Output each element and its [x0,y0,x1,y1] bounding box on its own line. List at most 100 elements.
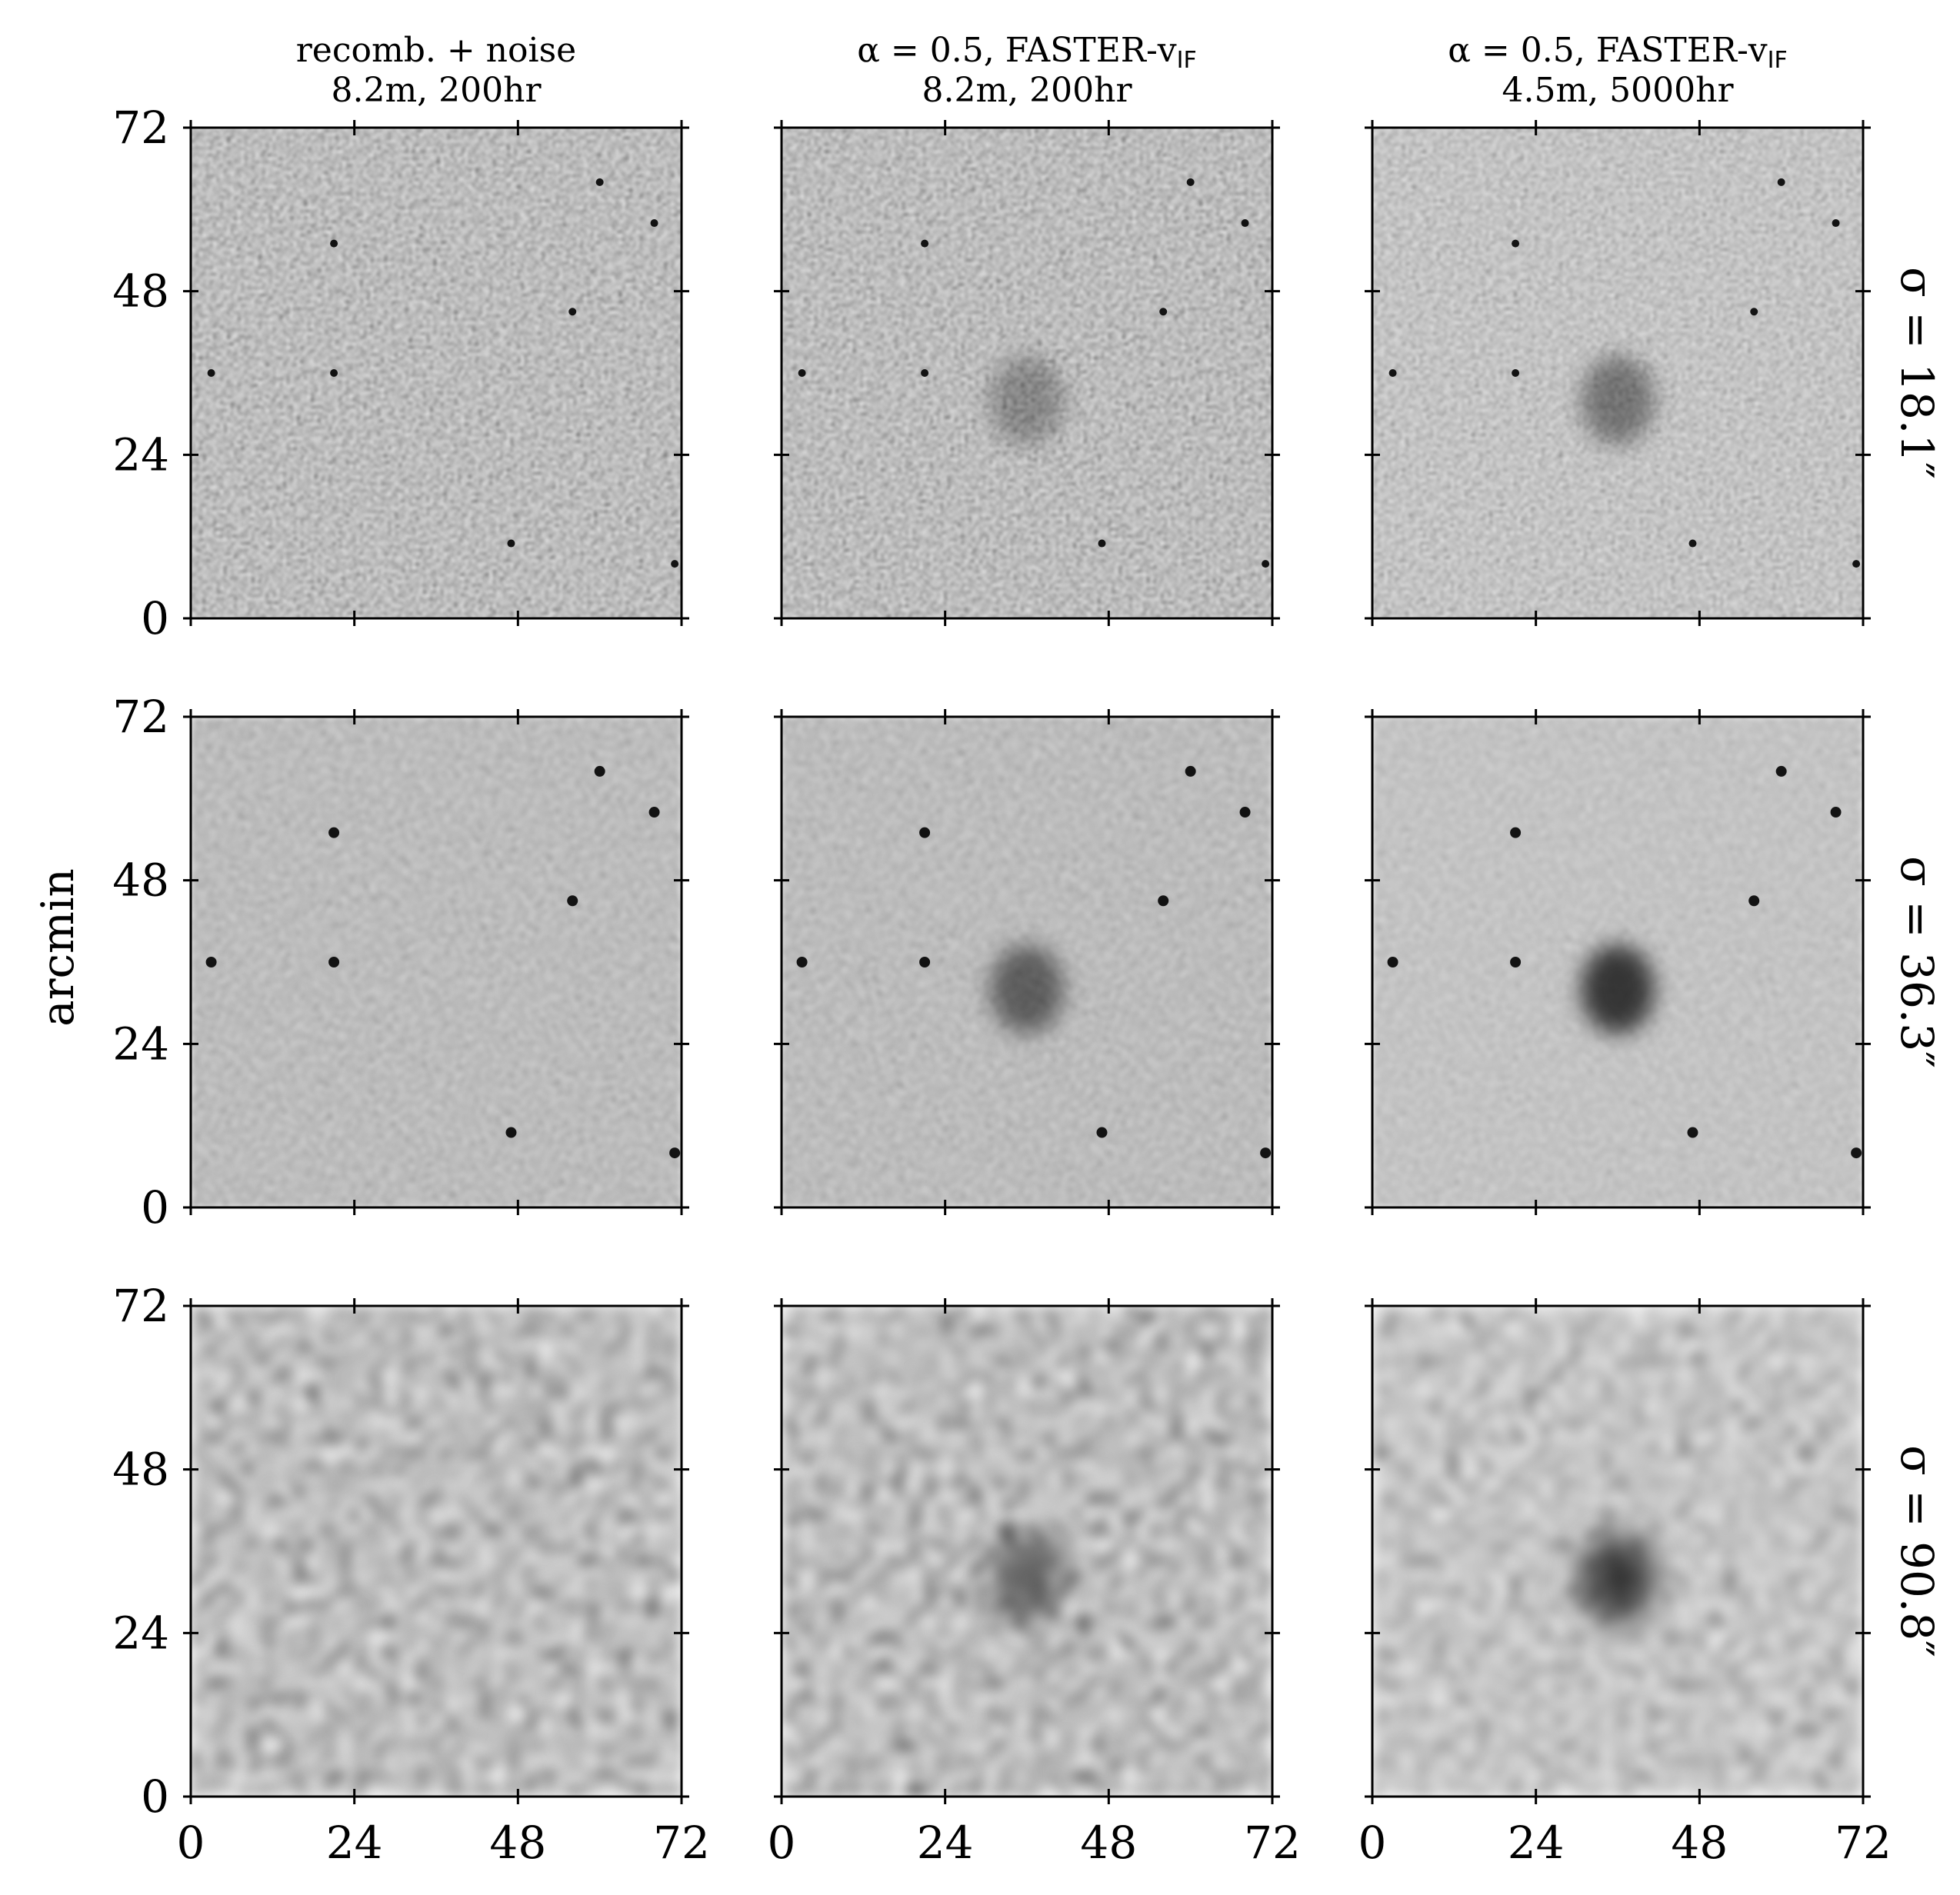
y-tick-label: 72 [112,102,169,154]
panel-frame [1371,126,1865,620]
y-tick-label: 48 [112,854,169,907]
point-source [1260,1147,1272,1159]
row-label: σ = 90.8″ [1891,1445,1943,1657]
column-title-line2: 8.2m, 200hr [331,71,542,110]
point-source [796,957,808,967]
x-tick-label: 0 [1358,1817,1387,1869]
sources-layer [796,765,1272,1159]
sources-layer [1581,1534,1655,1624]
x-tick-label: 0 [177,1817,205,1869]
central-bubble [1581,1534,1655,1624]
column-title-subscript: IF [1177,47,1197,74]
point-source [207,369,215,377]
panel-r3-c3: 0 24 48 72 σ = 90.8″ [1358,1298,1943,1869]
panel-frame [189,715,683,1209]
point-source [1750,308,1758,316]
point-source [505,1127,517,1138]
point-source [1239,807,1251,818]
column-title-subscript: IF [1768,47,1788,74]
point-source [1830,807,1842,818]
x-tick-label: 24 [326,1817,383,1869]
point-source [919,957,931,967]
panel-frame [189,126,683,620]
panel-frame [189,1304,683,1798]
point-source [1832,219,1840,228]
point-source [1852,560,1861,568]
sources-layer [1388,178,1861,568]
point-source [1185,765,1196,777]
point-source [1688,539,1697,548]
x-tick-label: 48 [1080,1817,1137,1869]
column-title-line2: 4.5m, 5000hr [1502,71,1734,110]
point-source [1096,1127,1108,1138]
sources-layer [205,765,681,1159]
x-tick-label: 24 [917,1817,974,1869]
point-source [330,239,338,248]
point-source [567,895,578,907]
point-source [1512,369,1520,377]
x-tick-label: 48 [1671,1817,1728,1869]
sources-layer [990,1534,1064,1624]
point-source [1510,827,1522,838]
point-source [1241,219,1249,228]
point-source [1687,1127,1698,1138]
point-source [568,308,577,316]
y-tick-label: 48 [112,1444,169,1496]
point-source [1775,765,1787,777]
point-source [1512,239,1520,248]
point-source [205,957,217,967]
point-source [595,178,604,186]
column-title-line1: α = 0.5, FASTER-vIF [857,31,1197,74]
y-tick-label: 72 [112,691,169,743]
point-source [1777,178,1785,186]
point-source [919,827,931,838]
point-source [1510,957,1522,967]
noise-field [191,128,682,618]
point-source [1388,369,1397,377]
panel-frame [780,1304,1274,1798]
central-bubble [990,355,1064,445]
x-tick-label: 72 [653,1817,710,1869]
central-bubble [990,1534,1064,1624]
x-tick-label: 72 [1835,1817,1892,1869]
y-tick-label: 24 [112,428,169,481]
panel-r3-c1: 0 24 48 72 0 24 48 72 [112,1280,710,1869]
row-label: σ = 18.1″ [1891,267,1943,479]
point-source [1262,560,1270,568]
y-tick-label: 72 [112,1280,169,1332]
y-tick-label: 24 [112,1607,169,1659]
point-source [330,369,338,377]
point-source [1387,957,1398,967]
point-source [921,239,929,248]
point-source [328,827,340,838]
y-tick-label: 24 [112,1017,169,1070]
sources-layer [1387,765,1862,1159]
point-source [921,369,929,377]
point-source [671,560,679,568]
x-tick-label: 48 [489,1817,546,1869]
noise-field [191,717,682,1207]
point-source [1098,539,1106,548]
point-source [798,369,806,377]
point-source [650,219,658,228]
column-title-line1: recomb. + noise [296,31,576,70]
column-title-line2: 8.2m, 200hr [922,71,1132,110]
point-source [1748,895,1760,907]
central-bubble [1581,944,1655,1034]
point-source [1851,1147,1862,1159]
y-axis-label: arcmin [32,868,84,1027]
x-tick-label: 24 [1508,1817,1565,1869]
point-source [1159,308,1168,316]
point-source [328,957,340,967]
panel-r2-c2 [774,709,1280,1215]
panel-frame [780,715,1274,1209]
point-source [1158,895,1169,907]
point-source [507,539,515,548]
panel-r2-c3: σ = 36.3″ [1365,709,1943,1215]
noise-field [191,1306,682,1797]
y-tick-label: 0 [141,1181,169,1234]
